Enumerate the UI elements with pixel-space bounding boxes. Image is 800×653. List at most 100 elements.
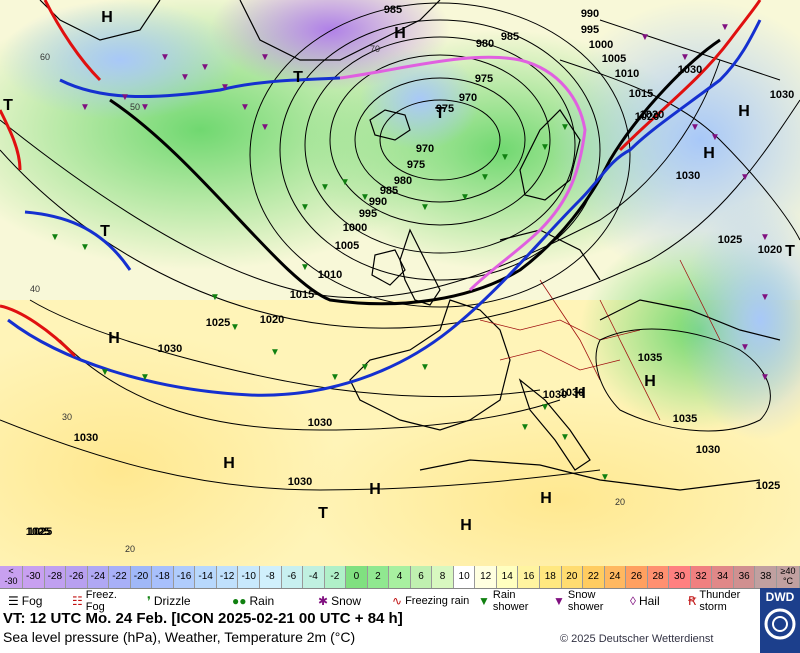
high-pressure-center: H <box>101 9 113 26</box>
pressure-labels: 985 9909951000100510101015102098098597597… <box>26 4 794 538</box>
scale-step: -30 <box>23 566 45 588</box>
scale-step: 18 <box>540 566 562 588</box>
snow-shower-symbol: ▼ <box>680 52 690 63</box>
scale-step: 32 <box>690 566 713 588</box>
rain-shower-symbol: ▼ <box>320 182 330 193</box>
high-pressure-center: H <box>574 385 586 402</box>
scale-step: 8 <box>432 566 454 588</box>
low-pressure-center: T <box>293 69 303 86</box>
pressure-label: 970 <box>416 143 434 155</box>
scale-step: -26 <box>66 566 88 588</box>
pressure-label: 1000 <box>589 39 613 51</box>
pressure-label: 1010 <box>615 68 639 80</box>
scale-step: -18 <box>152 566 174 588</box>
latitude-degree-label: 60 <box>40 52 50 62</box>
snow-shower-symbol: ▼ <box>640 32 650 43</box>
scale-step: 24 <box>604 566 627 588</box>
pressure-label: 990 <box>581 8 599 20</box>
pressure-label: 1025 <box>718 234 742 246</box>
pressure-label: 1015 <box>290 289 314 301</box>
rain-shower-symbol: ▼ <box>420 362 430 373</box>
warm-front-northwest <box>24 210 132 271</box>
pressure-label: 975 <box>475 73 493 85</box>
occluded-front <box>339 55 587 292</box>
pressure-label: 1035 <box>638 352 662 364</box>
snow-shower-symbol: ▼ <box>690 122 700 133</box>
pressure-label: 1030 <box>308 417 332 429</box>
high-pressure-center: H <box>369 481 381 498</box>
scale-step: 14 <box>496 566 519 588</box>
scale-step: 10 <box>453 566 476 588</box>
low-pressure-center: T <box>318 505 328 522</box>
rain-shower-symbol: ▼ <box>540 402 550 413</box>
legend-freezing-rain: ∿ Freezing rain <box>392 594 470 608</box>
snow-shower-symbol: ▼ <box>120 92 130 103</box>
rain-icon: ●● <box>232 594 247 608</box>
scale-start: < -30 <box>0 566 23 588</box>
fronts <box>0 0 762 397</box>
latitude-degree-label: 20 <box>125 544 135 554</box>
rain-shower-symbol: ▼ <box>540 142 550 153</box>
rain-shower-symbol: ▼ <box>560 122 570 133</box>
pressure-label: 1030 <box>560 387 584 399</box>
thunderstorm-icon: Ꞧ <box>688 594 697 608</box>
rain-shower-symbol: ▼ <box>340 177 350 188</box>
fog-icon: ☰ <box>8 594 19 608</box>
snow-shower-symbol: ▼ <box>180 72 190 83</box>
pressure-centers: H H T T T T H H H H H H H T H H T <box>3 9 795 534</box>
scale-step: -2 <box>324 566 347 588</box>
snow-shower-symbol: ▼ <box>710 132 720 143</box>
snow-shower-symbol: ▼ <box>240 102 250 113</box>
snow-shower-symbol: ▼ <box>740 342 750 353</box>
temperature-scale: < -30 -30 -28 -26 -24 -22 -20 -18 -16 -14 -12 -10-… <box>0 566 800 588</box>
snow-shower-symbol: ▼ <box>760 372 770 383</box>
scale-step: -28 <box>44 566 67 588</box>
pressure-label: 1030 <box>770 89 794 101</box>
scale-step: 38 <box>755 566 777 588</box>
legend-snow: ✱ Snow <box>318 594 362 608</box>
high-pressure-center: H <box>460 517 472 534</box>
scale-step: 30 <box>669 566 691 588</box>
rain-shower-symbol: ▼ <box>420 202 430 213</box>
snow-shower-symbol: ▼ <box>260 122 270 133</box>
snow-shower-symbol: ▼ <box>760 232 770 243</box>
scale-step: 28 <box>647 566 670 588</box>
pressure-label: 1030 <box>158 343 182 355</box>
latitude-degree-label: 40 <box>30 284 40 294</box>
rain-shower-symbol: ▼ <box>80 242 90 253</box>
scale-step: 12 <box>475 566 497 588</box>
pressure-label: 1030 <box>288 476 312 488</box>
scale-step: -22 <box>109 566 131 588</box>
pressure-label: 1030 <box>696 444 720 456</box>
rain-shower-symbol: ▼ <box>50 232 60 243</box>
high-pressure-center: H <box>644 373 656 390</box>
snow-shower-symbol: ▼ <box>200 62 210 73</box>
warm-front-north <box>43 0 102 82</box>
snow-shower-symbol: ▼ <box>760 292 770 303</box>
latitude-degree-label: 30 <box>62 412 72 422</box>
legend-thunderstorm: Ꞧ Thunder storm <box>688 589 741 613</box>
pressure-label: 975 <box>436 103 454 115</box>
snow-shower-symbol: ▼ <box>260 52 270 63</box>
pressure-label: 1025 <box>28 526 52 538</box>
rain-shower-symbol: ▼ <box>140 372 150 383</box>
legend-rain: ●● Rain <box>232 594 275 608</box>
warm-front-west <box>0 304 77 358</box>
pressure-label: 1000 <box>343 222 367 234</box>
snow-shower-symbol: ▼ <box>80 102 90 113</box>
pressure-label: 980 <box>476 38 494 50</box>
scale-step: -4 <box>303 566 325 588</box>
pressure-label: 1020 <box>635 111 659 123</box>
pressure-label: 990 <box>369 196 387 208</box>
scale-step: 22 <box>583 566 605 588</box>
scale-step: -12 <box>216 566 239 588</box>
high-pressure-center: H <box>108 330 120 347</box>
dwd-logo: DWD <box>760 588 800 653</box>
pressure-label: 985 <box>380 185 398 197</box>
legend-freezing-fog: ☷ Freez. Fog <box>72 589 117 613</box>
weather-symbols: ▼ ▼ ▼ ▼ ▼ ▼ ▼ ▼ ▼ ▼ ▼ ▼ ▼ ▼ ▼ ▼ ▼ ▼ ▼ ▼ ▼ ▼ ▼ ▼ ▼ ▼ ▼ ▼ ▼ ▼ ▼ ▼ ▼ ▼ ▼ ▼ ▼ ▼ ▼ ▼… <box>50 22 770 483</box>
rain-shower-symbol: ▼ <box>560 432 570 443</box>
legend-rain-shower: ▼ Rain shower <box>478 589 529 613</box>
scale-end: ≥40 °C <box>777 566 800 588</box>
low-pressure-center: T <box>3 97 13 114</box>
